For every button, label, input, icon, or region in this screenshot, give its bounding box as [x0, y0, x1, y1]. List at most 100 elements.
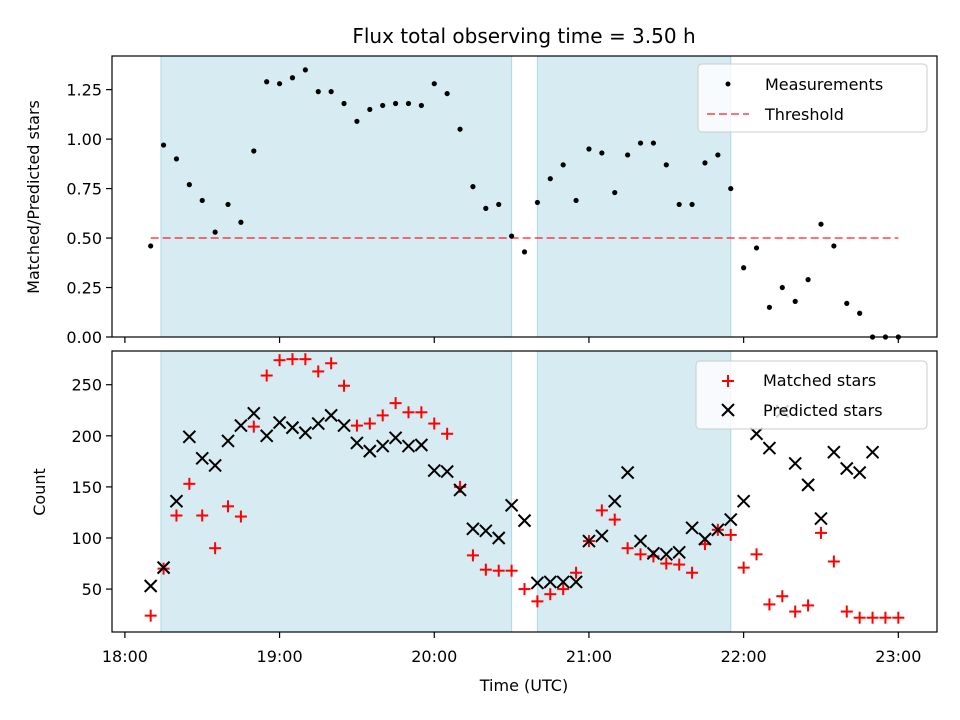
- measurement-point: [225, 201, 231, 208]
- matched-star-point: [273, 354, 286, 367]
- predicted-star-point: [350, 436, 364, 450]
- matched-star-point: [840, 605, 853, 618]
- matched-star-point: [299, 353, 312, 366]
- measurement-point: [779, 284, 785, 291]
- matched-star-point: [196, 509, 209, 522]
- predicted-star-point: [659, 547, 674, 562]
- predicted-star-point: [569, 575, 583, 589]
- observing-span: [160, 55, 513, 338]
- predicted-star-point: [156, 560, 171, 575]
- predicted-star-point: [530, 576, 545, 590]
- predicted-star-point: [479, 524, 493, 538]
- bottom-legend: Matched stars Predicted stars: [695, 360, 928, 430]
- predicted-star-point: [698, 532, 712, 546]
- predicted-legend-label: Predicted stars: [763, 401, 883, 420]
- measurement-point: [741, 265, 747, 271]
- matched-star-point: [608, 513, 621, 526]
- matched-star-point: [415, 406, 428, 419]
- predicted-star-point: [814, 511, 828, 526]
- measurement-point: [857, 310, 863, 316]
- top-x-ticks: [124, 337, 899, 343]
- matched-star-point: [325, 357, 338, 370]
- top-plot-frame: [111, 55, 938, 338]
- measurement-point: [547, 176, 553, 182]
- predicted-star-point: [504, 498, 519, 513]
- bottom-panel: 50 100 150 200 250 18:00 19:00 20:00 21:00 22:00…: [30, 350, 938, 695]
- measurements-points: [148, 67, 901, 340]
- predicted-star-point: [221, 434, 235, 448]
- predicted-star-point: [182, 430, 197, 444]
- top-y-ticks: 0.00 0.25 0.50 0.75 1.00 1.25: [66, 81, 112, 347]
- predicted-star-point: [517, 513, 532, 528]
- matched-star-point: [286, 353, 299, 366]
- measurement-point: [831, 243, 837, 249]
- predicted-star-point: [401, 439, 416, 453]
- measurement-point: [431, 81, 437, 87]
- predicted-star-point: [543, 575, 557, 589]
- matched-star-point: [338, 379, 351, 392]
- predicted-star-point: [840, 461, 854, 476]
- y-tick-label: 1.00: [66, 130, 102, 149]
- measurement-point: [586, 146, 592, 152]
- bottom-legend-box: [695, 360, 928, 430]
- matched-legend-label: Matched stars: [763, 371, 876, 390]
- predicted-star-point: [427, 463, 441, 478]
- measurement-point: [328, 89, 334, 95]
- measurement-point: [186, 182, 192, 188]
- matched-star-point: [866, 611, 879, 624]
- measurement-point: [818, 221, 824, 227]
- predicted-star-point: [440, 464, 454, 479]
- predicted-star-point: [852, 465, 867, 480]
- matched-star-point: [686, 566, 699, 579]
- predicted-star-point: [827, 445, 841, 459]
- measurement-point: [612, 189, 618, 196]
- top-panel: 0.00 0.25 0.50 0.75 1.00 1.25 Matched/Predict…: [24, 55, 938, 347]
- predicted-star-point: [865, 445, 880, 459]
- predicted-star-point: [375, 439, 390, 453]
- y-tick-label: 0.00: [66, 328, 102, 347]
- measurement-point: [392, 100, 399, 107]
- predicted-star-point: [672, 545, 686, 560]
- measurement-point: [289, 75, 296, 81]
- x-tick-label: 22:00: [721, 647, 767, 666]
- predicted-star-point: [749, 427, 764, 441]
- predicted-star-point: [337, 418, 351, 433]
- measurement-point: [496, 201, 502, 208]
- measurement-point: [625, 152, 631, 158]
- matched-star-point: [724, 528, 737, 541]
- measurement-point: [276, 81, 283, 87]
- measurement-point: [792, 298, 798, 304]
- predicted-star-point: [788, 456, 802, 471]
- bottom-plot-frame: [111, 350, 938, 633]
- matched-star-point: [763, 598, 776, 611]
- matched-star-point: [170, 509, 183, 522]
- matched-star-point: [466, 549, 479, 562]
- top-y-axis-label: Matched/Predicted stars: [24, 100, 43, 294]
- matched-star-point: [531, 595, 544, 608]
- measurement-point: [599, 150, 605, 156]
- matched-star-point: [660, 557, 673, 570]
- predicted-star-point: [195, 451, 209, 465]
- measurement-point: [315, 89, 321, 95]
- x-tick-label: 20:00: [411, 647, 457, 666]
- y-tick-label: 200: [71, 427, 102, 446]
- y-tick-label: 0.25: [66, 279, 102, 298]
- measurement-point: [534, 199, 540, 206]
- measurement-point: [844, 300, 850, 306]
- measurement-point: [728, 185, 734, 192]
- measurement-point: [805, 277, 811, 283]
- matched-star-point: [144, 609, 157, 622]
- measurement-point: [470, 184, 476, 190]
- x-tick-label: 23:00: [875, 647, 921, 666]
- y-tick-label: 150: [71, 478, 102, 497]
- predicted-star-point: [272, 415, 287, 430]
- matched-star-point: [789, 605, 802, 618]
- top-legend: Measurements Threshold: [697, 63, 928, 133]
- matched-star-point: [634, 548, 647, 561]
- measurement-point: [650, 140, 657, 146]
- measurement-point: [509, 233, 515, 239]
- measurement-point: [560, 162, 566, 168]
- measurement-point: [160, 142, 167, 148]
- measurement-point: [766, 304, 773, 310]
- bottom-y-ticks: 50 100 150 200 250: [71, 376, 112, 599]
